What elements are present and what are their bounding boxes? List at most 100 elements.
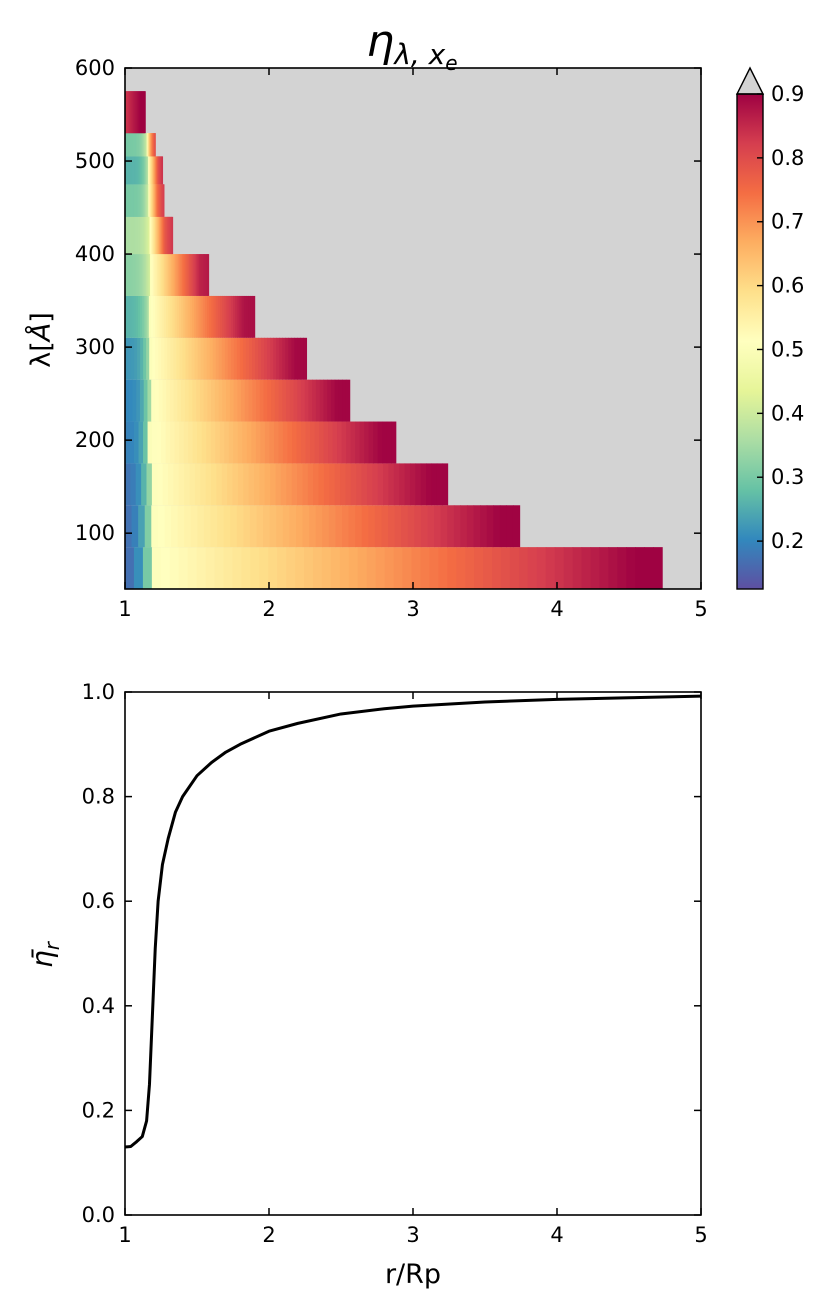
heatmap-cell — [334, 463, 341, 506]
heatmap-cell — [219, 421, 225, 464]
heatmap-cell — [151, 254, 154, 296]
heatmap-cell — [167, 337, 171, 380]
heatmap-title-sub: λ, x — [392, 38, 445, 71]
heatmap-cell — [427, 505, 435, 548]
heatmap-cell — [170, 254, 173, 296]
heatmap-cell — [211, 463, 217, 506]
heatmap-cell — [187, 547, 198, 589]
heatmap-cell — [140, 184, 142, 217]
heatmap-cell — [224, 295, 228, 338]
heatmap-cell — [210, 421, 216, 464]
heatmap-cell — [211, 379, 216, 422]
heatmap-cell — [130, 156, 132, 185]
heatmap-cell — [162, 216, 164, 255]
heatmap-cell — [136, 156, 138, 185]
heatmap-cell — [137, 337, 141, 380]
heatmap-cell — [466, 505, 475, 548]
heatmap-cell — [259, 379, 265, 422]
heatmap-cell — [128, 216, 131, 255]
heatmap-cell — [179, 337, 184, 380]
heatmap-cell — [241, 379, 246, 422]
heatmap-cell — [243, 505, 251, 548]
heatmap-cell — [245, 295, 249, 338]
heatmap-cell — [221, 463, 228, 506]
heatmap-cell — [372, 463, 379, 506]
colorbar-tick-label: 0.3 — [771, 465, 804, 489]
heatmap-cell — [250, 295, 254, 338]
heatmap-cell — [161, 184, 164, 217]
heatmap-cell — [278, 421, 284, 464]
heatmap-cell — [139, 156, 142, 185]
heatmap-cell — [420, 505, 429, 548]
line-panel: 1 2 3 4 5 0.0 0.2 0.4 0.6 0.8 1.0 r/Rp η̄r — [26, 680, 708, 1290]
heatmap-cell — [242, 421, 248, 464]
heatmap-cell — [151, 505, 159, 548]
heatmap-cell — [172, 254, 175, 296]
heatmap-cell — [143, 337, 147, 380]
heatmap-cell — [132, 379, 137, 422]
heatmap-cell — [129, 156, 132, 185]
heatmap-cell — [223, 505, 231, 548]
heatmap-cell — [248, 463, 255, 506]
heatmap-cell — [286, 547, 296, 589]
heatmap-cell — [156, 184, 158, 217]
heatmap-cell — [158, 184, 160, 217]
heatmap-cell — [404, 463, 411, 506]
heatmap-cell — [135, 463, 142, 506]
heatmap-cell — [280, 463, 287, 506]
heatmap-cell — [143, 184, 145, 217]
heatmap-cell — [545, 547, 556, 589]
heatmap-cell — [499, 505, 508, 548]
heatmap-cell — [189, 463, 196, 506]
heatmap-cell — [134, 254, 137, 296]
heatmap-cell — [165, 254, 168, 296]
colorbar-tick-label: 0.4 — [771, 401, 804, 425]
heatmap-cell — [150, 184, 152, 217]
heatmap-cell — [388, 463, 395, 506]
heatmap-cell — [136, 156, 139, 185]
heatmap-band-6 — [125, 295, 256, 338]
heatmap-cell — [126, 184, 128, 217]
heatmap-cell — [356, 463, 363, 506]
heatmap-cell — [460, 505, 468, 548]
heatmap-cell — [165, 421, 171, 464]
heatmap-cell — [154, 216, 156, 255]
heatmap-cell — [179, 254, 182, 296]
heatmap-cell — [140, 337, 144, 380]
heatmap-cell — [146, 156, 148, 185]
heatmap-cell — [563, 547, 574, 589]
heatmap-cell — [203, 337, 208, 380]
heatmap-cell — [307, 463, 314, 506]
heatmap-cell — [135, 216, 137, 255]
heatmap-cell — [159, 184, 161, 217]
heatmap-cell — [199, 379, 205, 422]
heatmap-cell — [249, 505, 258, 548]
heatmap-band-2 — [125, 463, 449, 506]
heatmap-cell — [480, 505, 488, 548]
heatmap-cell — [295, 547, 305, 589]
heatmap-cell — [415, 463, 422, 506]
heatmap-cell — [274, 379, 280, 422]
heatmap-cell — [154, 156, 156, 185]
heatmap-cell — [248, 379, 253, 422]
colorbar-gradient — [737, 94, 763, 589]
heatmap-cell — [174, 295, 178, 338]
line-ytick-label: 0.4 — [82, 994, 115, 1018]
heatmap-cell — [142, 547, 153, 589]
heatmap-cell — [142, 184, 144, 217]
heatmap-cell — [142, 295, 146, 338]
heatmap-cell — [254, 463, 260, 506]
heatmap-cell — [131, 216, 133, 255]
heatmap-cell — [126, 254, 129, 296]
heatmap-cell — [144, 184, 146, 217]
heatmap-cell — [409, 463, 416, 506]
heatmap-cell — [366, 463, 373, 506]
heatmap-cell — [125, 547, 135, 589]
heatmap-cell — [147, 216, 150, 255]
heatmap-cell — [221, 337, 226, 380]
heatmap-cell — [319, 379, 325, 422]
heatmap-cell — [313, 463, 320, 506]
heatmap-cell — [144, 91, 146, 134]
heatmap-cell — [509, 547, 520, 589]
heatmap-cell — [137, 156, 139, 185]
